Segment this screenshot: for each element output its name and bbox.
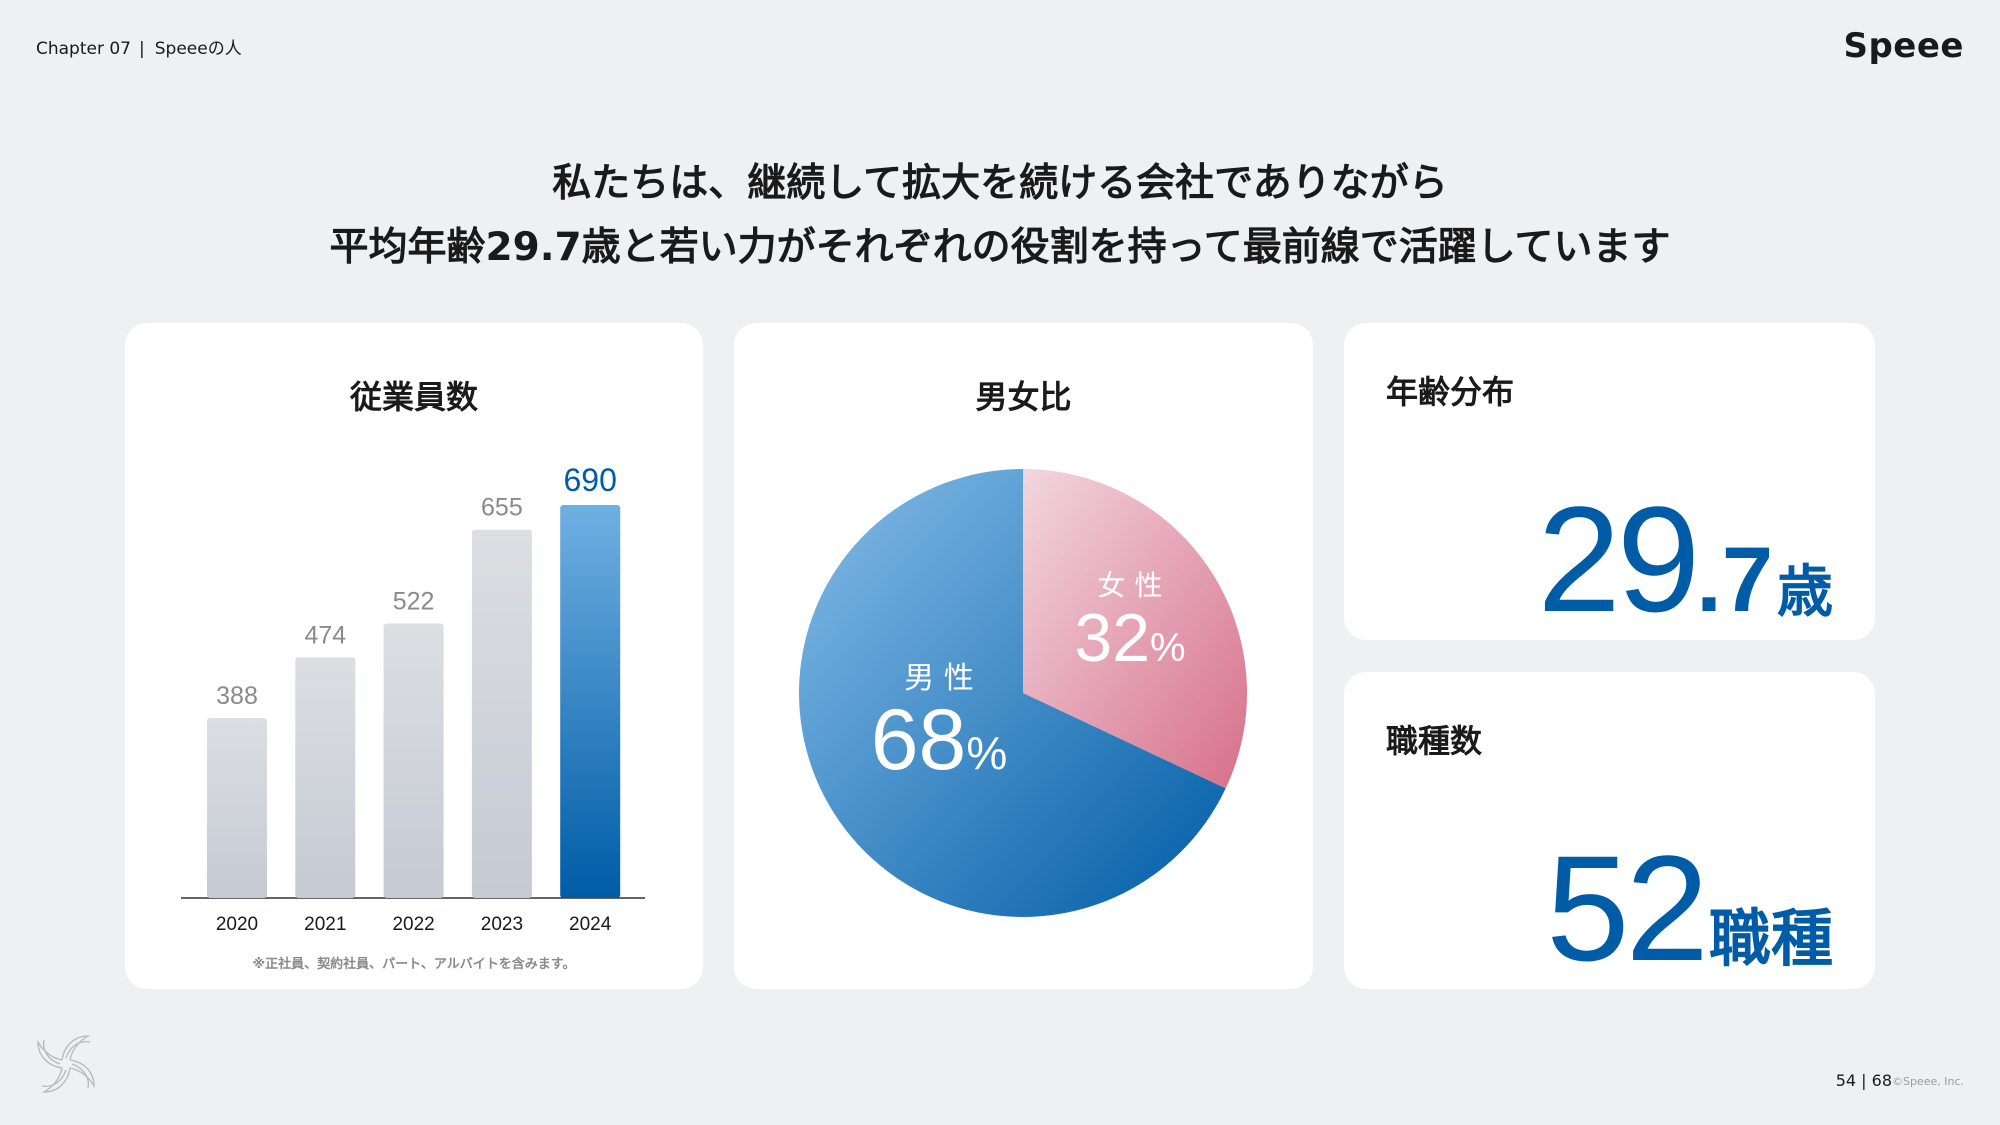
data-label: 690	[564, 462, 617, 498]
copyright: ©Speee, Inc.	[1891, 1075, 1964, 1088]
pie-slice-female	[1023, 469, 1247, 789]
x-tick-label: 2023	[481, 914, 523, 935]
x-tick-label: 2022	[392, 914, 434, 935]
employee-bar-chart: 388 2020 474 2021 522 2022 655 2023 690 2024	[181, 462, 645, 935]
section-name: Speeeの人	[154, 39, 242, 59]
card-title: 従業員数	[349, 378, 478, 416]
divider: |	[139, 39, 145, 59]
bar-2020	[207, 718, 267, 898]
headline-line-1: 私たちは、継続して拡大を続ける会社でありながら	[552, 161, 1448, 206]
page-number: 54 | 68	[1835, 1071, 1892, 1090]
x-tick-label: 2020	[216, 914, 258, 935]
chapter-number: Chapter 07	[36, 39, 132, 59]
data-label: 655	[481, 494, 523, 522]
bar-2021	[295, 657, 356, 898]
pie-slice-male	[799, 469, 1226, 917]
card-title: 職種数	[1386, 722, 1483, 760]
chapter-label: Chapter 07 | Speeeの人	[36, 34, 242, 59]
bar-2022	[383, 623, 444, 898]
job-types-card: 職種数 52職種	[1344, 672, 1875, 992]
female-value: 32%	[1074, 600, 1185, 676]
x-tick-label: 2024	[569, 914, 612, 935]
swirl-logo-icon	[37, 1035, 95, 1093]
age-distribution-card: 年齢分布 29.7歳	[1344, 323, 1875, 643]
male-value: 68%	[871, 692, 1008, 788]
job-types-value: 52職種	[1546, 824, 1833, 992]
female-label: 女 性	[1098, 569, 1163, 602]
bar-2024	[560, 505, 621, 898]
card-title: 男女比	[975, 378, 1072, 416]
card-title: 年齢分布	[1386, 373, 1515, 411]
employee-count-card: 従業員数 388 2020 474 2021 522 2022 655 2023 690 2024…	[125, 323, 703, 989]
x-tick-label: 2021	[304, 914, 346, 935]
average-age-value: 29.7歳	[1537, 475, 1833, 643]
footnote: ※正社員、契約社員、パート、アルバイトを含みます。	[252, 957, 576, 972]
gender-ratio-card: 男女比 女 性 32% 男 性 68%	[734, 323, 1313, 989]
brand-logo: Speee	[1843, 26, 1964, 66]
bar-2023	[471, 529, 532, 898]
male-label: 男 性	[904, 661, 974, 696]
data-label: 474	[304, 621, 346, 649]
headline-line-2: 平均年齢29.7歳と若い力がそれぞれの役割を持って最前線で活躍しています	[329, 225, 1671, 270]
data-label: 522	[393, 588, 435, 616]
gender-pie-chart: 女 性 32% 男 性 68%	[799, 469, 1247, 917]
data-label: 388	[216, 682, 258, 710]
